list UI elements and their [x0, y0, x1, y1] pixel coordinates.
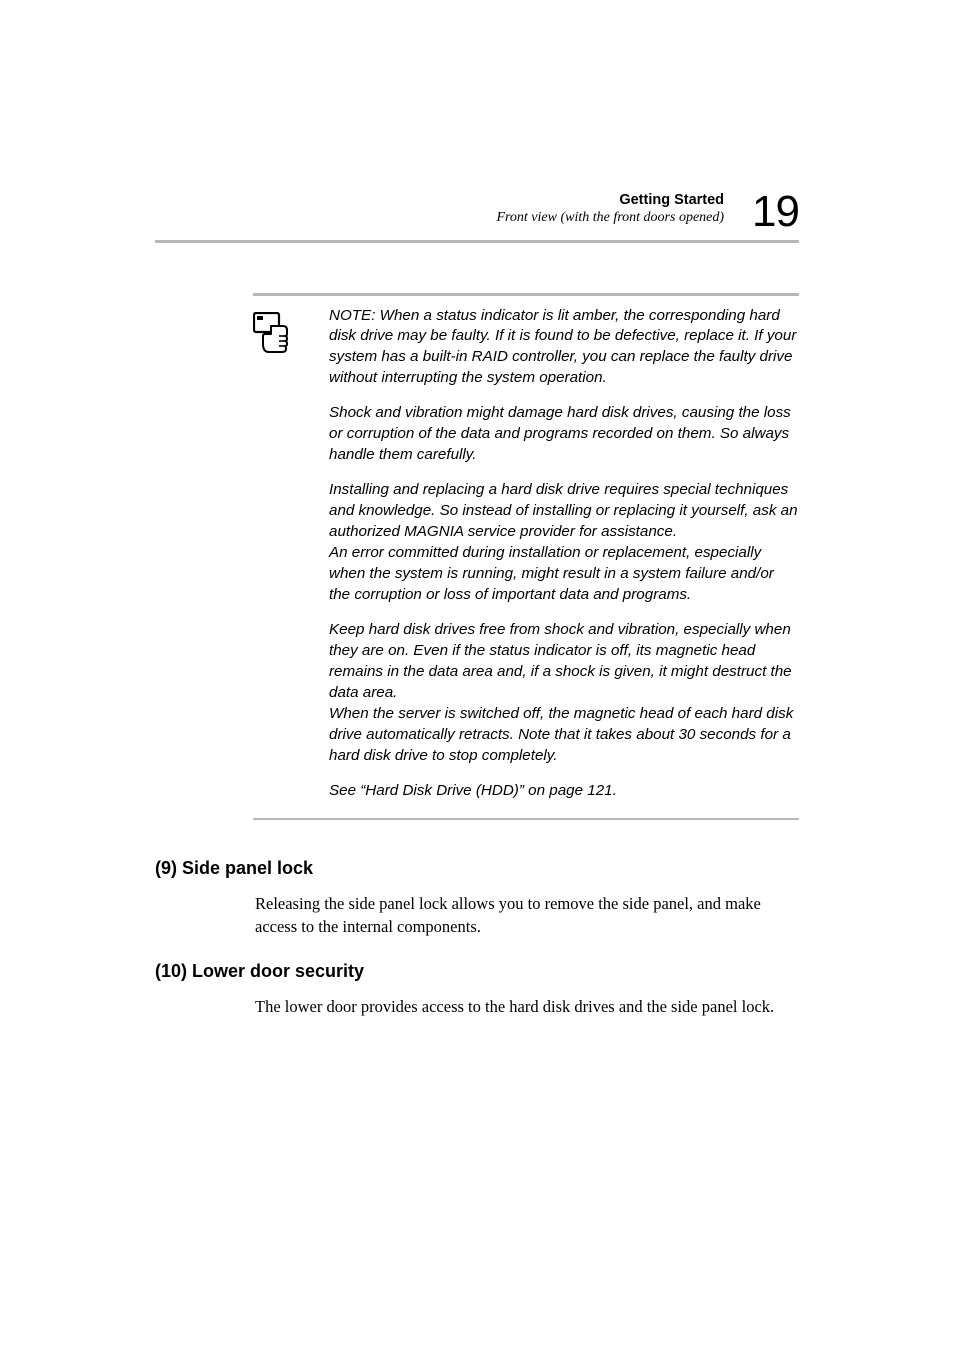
note-bottom-divider [253, 818, 799, 821]
note-paragraph: Shock and vibration might damage hard di… [329, 403, 799, 466]
page-number: 19 [752, 190, 799, 234]
section-lower-door-security: (10) Lower door security The lower door … [155, 961, 799, 1019]
note-paragraph: NOTE: When a status indicator is lit amb… [329, 306, 799, 390]
section-side-panel-lock: (9) Side panel lock Releasing the side p… [155, 858, 799, 939]
header-divider [155, 240, 799, 243]
note-hand-pointing-icon [253, 306, 309, 808]
note-paragraph: Keep hard disk drives free from shock an… [329, 620, 799, 767]
note-paragraph: Installing and replacing a hard disk dri… [329, 480, 799, 606]
section-body: The lower door provides access to the ha… [255, 996, 799, 1019]
section-heading: (10) Lower door security [155, 961, 799, 982]
note-callout: NOTE: When a status indicator is lit amb… [253, 293, 799, 820]
running-header: Getting Started Front view (with the fro… [155, 190, 799, 234]
section-body: Releasing the side panel lock allows you… [255, 893, 799, 939]
header-section-subtitle: Front view (with the front doors opened) [496, 210, 724, 226]
note-text: NOTE: When a status indicator is lit amb… [329, 306, 799, 808]
header-chapter-title: Getting Started [496, 192, 724, 208]
note-paragraph: See “Hard Disk Drive (HDD)” on page 121. [329, 781, 799, 802]
header-text-block: Getting Started Front view (with the fro… [496, 190, 724, 226]
page-content: Getting Started Front view (with the fro… [155, 190, 799, 1019]
note-body: NOTE: When a status indicator is lit amb… [253, 296, 799, 818]
section-heading: (9) Side panel lock [155, 858, 799, 879]
